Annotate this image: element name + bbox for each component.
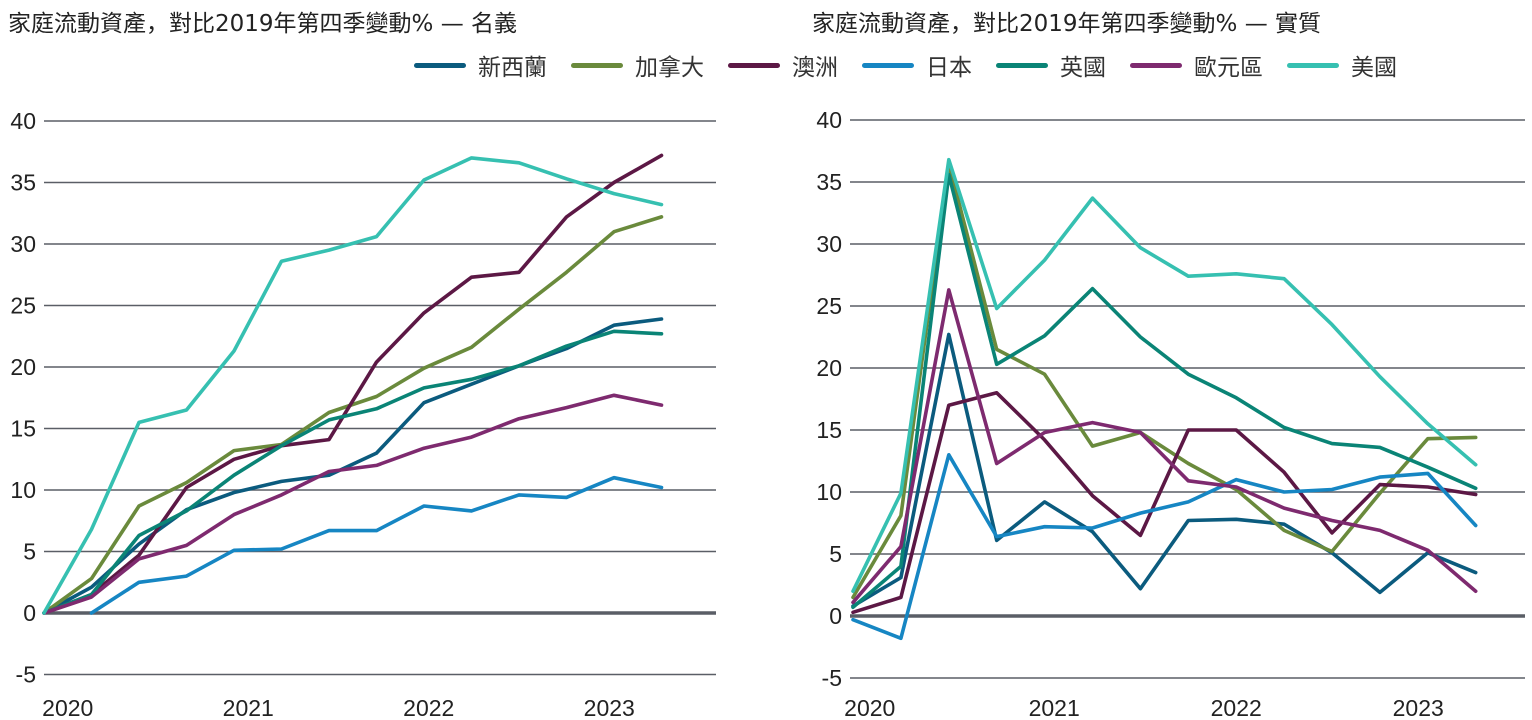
y-tick-label: 40 — [816, 107, 842, 133]
series-line-加拿大 — [851, 161, 1478, 600]
legend-item-us: 美國 — [1287, 48, 1397, 82]
y-tick-label: 15 — [10, 416, 36, 442]
y-tick-label: 5 — [829, 541, 842, 567]
y-tick-label: -5 — [16, 662, 36, 688]
series-line-歐元區 — [851, 288, 1478, 605]
y-tick-label: 25 — [816, 293, 842, 319]
chart-title-nominal: 家庭流動資產，對比2019年第四季變動% — 名義 — [8, 11, 518, 37]
y-tick-label: 10 — [10, 477, 36, 503]
series-line-日本 — [851, 453, 1478, 641]
legend-label: 加拿大 — [635, 55, 704, 81]
legend: 新西蘭 加拿大 澳洲 日本 英國 歐元區 美國 — [414, 48, 1421, 82]
legend-swatch — [414, 62, 466, 68]
series-line-美國 — [851, 157, 1478, 593]
legend-swatch — [571, 62, 623, 68]
y-tick-label: 5 — [23, 539, 36, 565]
legend-label: 英國 — [1060, 55, 1106, 81]
x-tick-label: 2022 — [1211, 695, 1262, 720]
y-tick-label: 40 — [10, 108, 36, 134]
legend-label: 澳洲 — [792, 55, 838, 81]
y-tick-label: 20 — [10, 354, 36, 380]
legend-swatch — [728, 62, 780, 68]
y-tick-label: -5 — [822, 665, 842, 691]
legend-label: 日本 — [926, 55, 972, 81]
y-tick-label: 35 — [816, 169, 842, 195]
y-tick-label: 10 — [816, 479, 842, 505]
chart-nominal: -5 0 5 10 15 20 25 30 35 40 2020 2021 2022 2023 — [10, 108, 716, 720]
legend-label: 美國 — [1351, 55, 1397, 81]
x-tick-label: 2020 — [844, 695, 895, 720]
legend-swatch — [996, 62, 1048, 68]
legend-swatch — [1130, 62, 1182, 68]
legend-label: 歐元區 — [1194, 55, 1263, 81]
x-tick-label: 2021 — [223, 695, 274, 720]
y-tick-label: 25 — [10, 293, 36, 319]
y-tick-label: 35 — [10, 170, 36, 196]
series-line-新西蘭 — [42, 317, 664, 615]
series-line-新西蘭 — [851, 332, 1478, 608]
legend-label: 新西蘭 — [478, 55, 547, 81]
legend-item-japan: 日本 — [862, 48, 972, 82]
x-tick-label: 2022 — [403, 695, 454, 720]
series-line-日本 — [89, 475, 664, 615]
y-tick-label: 30 — [10, 231, 36, 257]
series-line-英國 — [851, 172, 1478, 610]
legend-item-canada: 加拿大 — [571, 48, 704, 82]
series-line-英國 — [42, 329, 664, 615]
legend-item-uk: 英國 — [996, 48, 1106, 82]
series-line-澳洲 — [851, 391, 1478, 615]
legend-item-new-zealand: 新西蘭 — [414, 48, 547, 82]
chart-title-real: 家庭流動資產，對比2019年第四季變動% — 實質 — [812, 11, 1322, 37]
y-tick-label: 20 — [816, 355, 842, 381]
x-tick-label: 2021 — [1029, 695, 1080, 720]
series-line-歐元區 — [42, 393, 664, 615]
y-tick-label: 0 — [829, 603, 842, 629]
y-tick-label: 15 — [816, 417, 842, 443]
y-tick-label: 30 — [816, 231, 842, 257]
legend-swatch — [1287, 62, 1339, 68]
series-line-加拿大 — [42, 215, 664, 615]
legend-item-australia: 澳洲 — [728, 48, 838, 82]
y-tick-label: 0 — [23, 600, 36, 626]
x-tick-label: 2020 — [42, 695, 93, 720]
series-line-澳洲 — [42, 153, 664, 615]
legend-item-eurozone: 歐元區 — [1130, 48, 1263, 82]
x-tick-label: 2023 — [584, 695, 635, 720]
legend-swatch — [862, 62, 914, 68]
x-tick-label: 2023 — [1393, 695, 1444, 720]
chart-real: -5 0 5 10 15 20 25 30 35 40 2020 2021 2022 2023 — [816, 107, 1525, 720]
series-line-美國 — [42, 156, 664, 615]
